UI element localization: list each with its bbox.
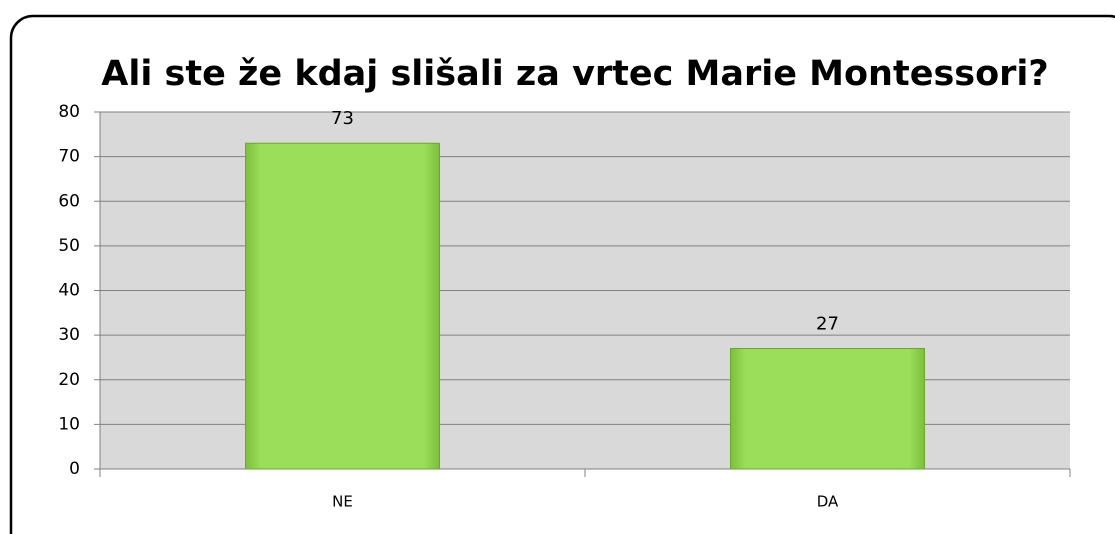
x-tick-label: NE [332, 493, 353, 511]
chart-title: Ali ste že kdaj slišali za vrtec Marie M… [101, 54, 1048, 94]
y-tick-label: 0 [69, 459, 80, 479]
y-tick-label: 10 [58, 414, 80, 434]
y-tick-label: 70 [58, 147, 80, 167]
x-tick-label: DA [817, 493, 839, 511]
data-label: 73 [331, 108, 354, 129]
bar [730, 348, 925, 470]
y-tick-label: 20 [58, 370, 80, 390]
y-tick-label: 80 [58, 102, 80, 122]
y-tick-label: 60 [58, 191, 80, 211]
data-label: 27 [816, 314, 839, 335]
bar [245, 142, 440, 470]
y-tick-label: 40 [58, 281, 80, 301]
y-tick-label: 50 [58, 236, 80, 256]
y-tick-label: 30 [58, 325, 80, 345]
